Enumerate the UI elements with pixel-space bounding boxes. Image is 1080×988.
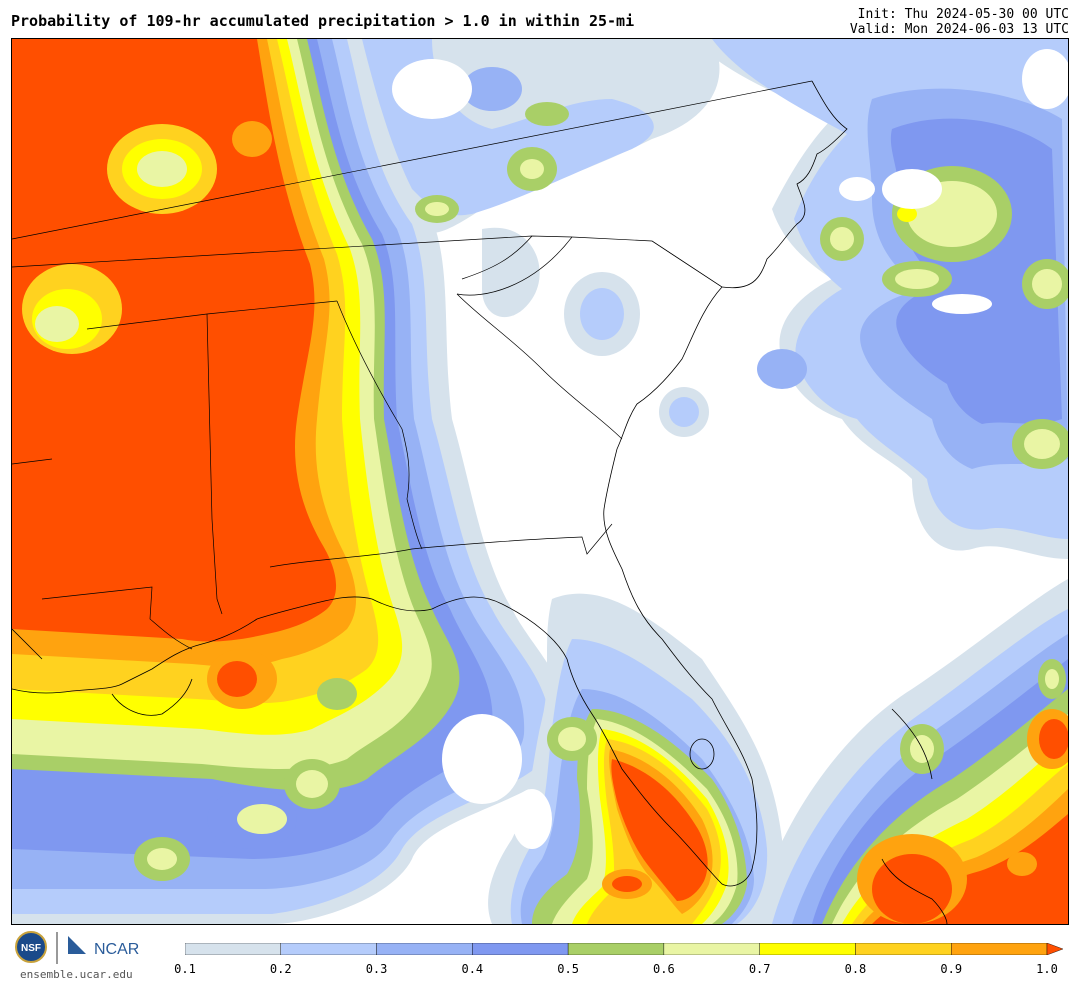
colorbar-labels: 0.1 0.2 0.3 0.4 0.5 0.6 0.7 0.8 0.9 1.0 bbox=[174, 962, 1058, 978]
nsf-logo-text: NSF bbox=[21, 943, 41, 954]
nsf-logo bbox=[16, 932, 46, 962]
colorbar-segment bbox=[472, 943, 569, 955]
colorbar-extend-arrow bbox=[1046, 943, 1064, 955]
logo-graphics: NSF NCAR bbox=[15, 931, 139, 964]
ncar-logo bbox=[68, 936, 86, 954]
coastlines bbox=[12, 80, 948, 924]
colorbar-tick-label: 0.3 bbox=[365, 962, 388, 976]
chart-title: Probability of 109-hr accumulated precip… bbox=[11, 12, 635, 30]
western-precip-region bbox=[12, 39, 572, 924]
state-boundaries bbox=[12, 80, 813, 650]
colorbar-segment bbox=[759, 943, 856, 955]
logos: NSF NCAR bbox=[14, 930, 154, 970]
run-info: Init: Thu 2024-05-30 00 UTC Valid: Mon 2… bbox=[850, 7, 1069, 37]
map-canvas bbox=[12, 39, 1068, 924]
colorbar-tick-label: 0.2 bbox=[269, 962, 292, 976]
valid-time: Valid: Mon 2024-06-03 13 UTC bbox=[849, 22, 1069, 37]
atlantic-precip-region bbox=[392, 39, 1068, 559]
probability-map bbox=[11, 38, 1069, 925]
init-time: Init: Thu 2024-05-30 00 UTC bbox=[857, 7, 1069, 22]
colorbar-tick-label: 0.4 bbox=[461, 962, 484, 976]
florida-precip-region bbox=[442, 593, 783, 924]
colorbar-segment bbox=[663, 943, 760, 955]
colorbar-tick-label: 0.5 bbox=[557, 962, 579, 976]
site-url: ensemble.ucar.edu bbox=[20, 968, 133, 981]
bahamas-precip-region bbox=[752, 579, 1068, 924]
colorbar-segment bbox=[280, 943, 377, 955]
colorbar bbox=[185, 943, 1064, 955]
colorbar-tick-label: 0.6 bbox=[653, 962, 675, 976]
colorbar-segment bbox=[855, 943, 952, 955]
colorbar-tick-label: 0.1 bbox=[174, 962, 196, 976]
colorbar-tick-label: 1.0 bbox=[1036, 962, 1058, 976]
carolina-precip-region bbox=[482, 227, 807, 437]
colorbar-segment bbox=[567, 943, 665, 955]
colorbar-segment bbox=[185, 943, 281, 955]
colorbar-tick-label: 0.9 bbox=[940, 962, 963, 976]
colorbar-tick-label: 0.8 bbox=[844, 962, 867, 976]
colorbar-segment bbox=[376, 943, 473, 955]
colorbar-segment bbox=[951, 943, 1048, 955]
colorbar-tick-label: 0.7 bbox=[748, 962, 771, 976]
ncar-logo-text: NCAR bbox=[94, 941, 139, 958]
